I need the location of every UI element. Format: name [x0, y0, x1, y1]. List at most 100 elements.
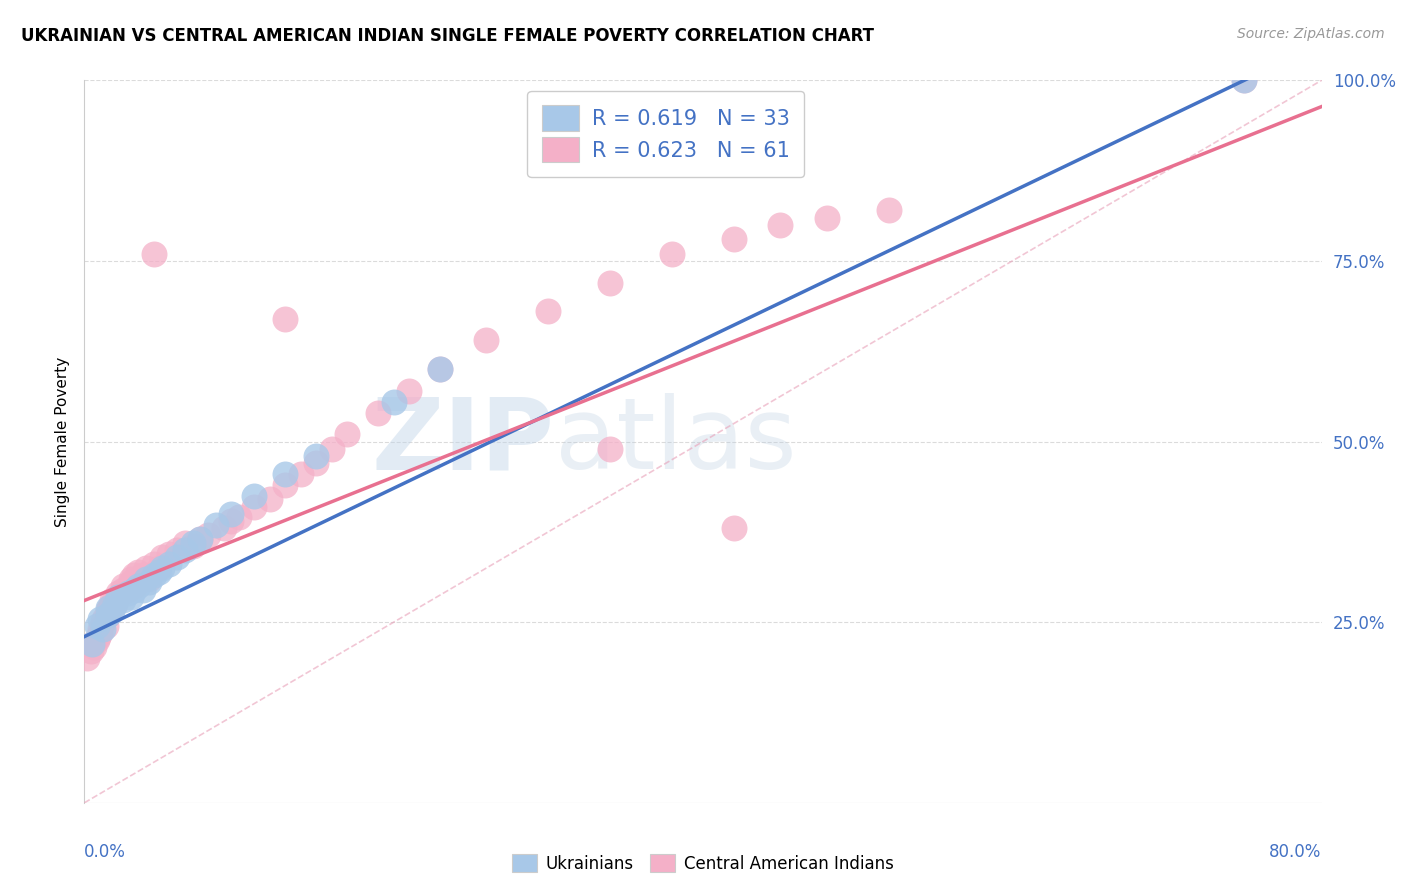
Point: [537, 304, 560, 318]
Point: [96, 607, 118, 622]
Point: [815, 211, 838, 225]
Point: [120, 572, 142, 586]
Point: [274, 467, 297, 481]
Point: [205, 517, 228, 532]
Point: [599, 276, 621, 290]
Point: [127, 565, 149, 579]
Point: [101, 597, 124, 611]
Point: [135, 561, 157, 575]
Point: [104, 597, 127, 611]
Point: [228, 510, 250, 524]
Point: [127, 579, 149, 593]
Point: [101, 604, 124, 618]
Point: [174, 535, 197, 549]
Point: [166, 542, 188, 557]
Text: ZIP: ZIP: [371, 393, 554, 490]
Point: [96, 604, 118, 618]
Point: [1233, 73, 1256, 87]
Point: [305, 456, 328, 470]
Point: [159, 547, 180, 561]
Point: [661, 246, 683, 260]
Point: [138, 572, 160, 586]
Point: [212, 521, 235, 535]
Point: [723, 232, 745, 246]
Point: [112, 593, 135, 607]
Point: [107, 590, 129, 604]
Point: [181, 539, 204, 553]
Y-axis label: Single Female Poverty: Single Female Poverty: [55, 357, 70, 526]
Point: [98, 600, 121, 615]
Point: [117, 586, 139, 600]
Point: [259, 492, 281, 507]
Point: [174, 542, 197, 557]
Point: [166, 550, 188, 565]
Point: [143, 558, 166, 572]
Point: [117, 582, 139, 597]
Point: [148, 565, 170, 579]
Legend: Ukrainians, Central American Indians: Ukrainians, Central American Indians: [506, 847, 900, 880]
Point: [723, 521, 745, 535]
Point: [138, 575, 160, 590]
Text: 0.0%: 0.0%: [84, 843, 127, 861]
Point: [89, 611, 111, 625]
Point: [120, 575, 142, 590]
Point: [96, 607, 118, 622]
Point: [83, 640, 105, 655]
Point: [112, 579, 135, 593]
Point: [290, 467, 312, 481]
Point: [769, 218, 792, 232]
Point: [188, 532, 211, 546]
Point: [382, 394, 405, 409]
Point: [336, 427, 359, 442]
Point: [89, 626, 111, 640]
Point: [101, 593, 124, 607]
Point: [475, 334, 498, 348]
Point: [107, 590, 129, 604]
Point: [274, 311, 297, 326]
Point: [1233, 73, 1256, 87]
Point: [305, 449, 328, 463]
Text: Source: ZipAtlas.com: Source: ZipAtlas.com: [1237, 27, 1385, 41]
Point: [82, 637, 104, 651]
Point: [107, 586, 129, 600]
Point: [197, 528, 219, 542]
Point: [159, 558, 180, 572]
Text: 80.0%: 80.0%: [1270, 843, 1322, 861]
Point: [91, 615, 114, 630]
Point: [112, 582, 135, 597]
Point: [243, 489, 266, 503]
Point: [367, 406, 389, 420]
Point: [188, 532, 211, 546]
Point: [120, 590, 142, 604]
Point: [122, 582, 145, 597]
Point: [86, 633, 108, 648]
Point: [132, 582, 155, 597]
Point: [135, 572, 157, 586]
Point: [91, 623, 114, 637]
Point: [76, 651, 98, 665]
Point: [143, 246, 166, 260]
Point: [219, 514, 242, 528]
Point: [274, 478, 297, 492]
Point: [429, 362, 451, 376]
Point: [82, 637, 104, 651]
Point: [150, 550, 173, 565]
Point: [79, 644, 101, 658]
Point: [599, 442, 621, 456]
Point: [132, 568, 155, 582]
Point: [143, 568, 166, 582]
Point: [877, 203, 900, 218]
Point: [181, 535, 204, 549]
Point: [321, 442, 343, 456]
Text: UKRAINIAN VS CENTRAL AMERICAN INDIAN SINGLE FEMALE POVERTY CORRELATION CHART: UKRAINIAN VS CENTRAL AMERICAN INDIAN SIN…: [21, 27, 875, 45]
Point: [93, 611, 115, 625]
Point: [89, 623, 111, 637]
Point: [148, 561, 170, 575]
Point: [219, 507, 242, 521]
Point: [243, 500, 266, 514]
Point: [86, 619, 108, 633]
Point: [87, 630, 110, 644]
Point: [124, 579, 146, 593]
Legend: R = 0.619   N = 33, R = 0.623   N = 61: R = 0.619 N = 33, R = 0.623 N = 61: [527, 91, 804, 177]
Point: [150, 561, 173, 575]
